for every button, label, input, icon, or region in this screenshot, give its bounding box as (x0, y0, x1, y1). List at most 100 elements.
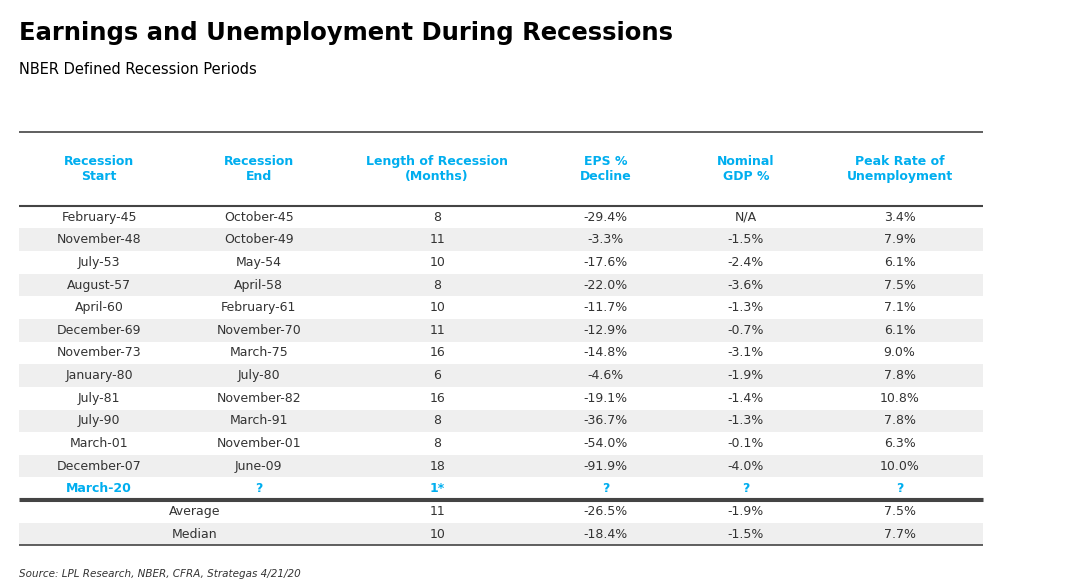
Text: June-09: June-09 (235, 460, 282, 473)
Text: -3.1%: -3.1% (728, 346, 764, 359)
Bar (19, 523, 983, 546)
Bar (19, 455, 983, 477)
Text: -26.5%: -26.5% (583, 505, 628, 518)
Text: 8: 8 (433, 211, 441, 223)
Text: -4.0%: -4.0% (728, 460, 764, 473)
Text: 7.5%: 7.5% (884, 279, 915, 292)
Text: February-61: February-61 (221, 301, 296, 314)
Text: -2.4%: -2.4% (728, 256, 764, 269)
Text: 11: 11 (429, 324, 445, 337)
Text: N/A: N/A (735, 211, 757, 223)
Text: 6: 6 (433, 369, 441, 382)
Text: July-90: July-90 (78, 415, 121, 427)
Bar (19, 319, 983, 342)
Text: -1.4%: -1.4% (728, 392, 764, 405)
Text: October-49: October-49 (224, 233, 293, 246)
Text: December-07: December-07 (57, 460, 141, 473)
Text: 7.5%: 7.5% (884, 505, 915, 518)
Text: 16: 16 (429, 346, 445, 359)
Text: ?: ? (896, 482, 903, 495)
Text: July-81: July-81 (78, 392, 121, 405)
Text: 10: 10 (429, 301, 445, 314)
Text: 11: 11 (429, 233, 445, 246)
Text: ?: ? (255, 482, 262, 495)
Text: -3.6%: -3.6% (728, 279, 764, 292)
Text: 10: 10 (429, 256, 445, 269)
Text: -22.0%: -22.0% (583, 279, 628, 292)
Text: -1.5%: -1.5% (728, 233, 764, 246)
Text: EPS %
Decline: EPS % Decline (580, 155, 632, 183)
Text: October-45: October-45 (224, 211, 293, 223)
Text: December-69: December-69 (57, 324, 141, 337)
Text: -36.7%: -36.7% (583, 415, 628, 427)
Text: 7.1%: 7.1% (884, 301, 915, 314)
Text: March-75: March-75 (230, 346, 288, 359)
Text: 16: 16 (429, 392, 445, 405)
Text: -0.1%: -0.1% (728, 437, 764, 450)
Text: April-60: April-60 (74, 301, 124, 314)
Text: 3.4%: 3.4% (884, 211, 915, 223)
Text: ?: ? (743, 482, 749, 495)
Text: 10: 10 (429, 527, 445, 540)
Text: July-53: July-53 (78, 256, 121, 269)
Text: 8: 8 (433, 279, 441, 292)
Text: -12.9%: -12.9% (584, 324, 627, 337)
Text: 10.0%: 10.0% (880, 460, 920, 473)
Bar (19, 274, 983, 296)
Text: 7.9%: 7.9% (884, 233, 915, 246)
Text: ?: ? (603, 482, 609, 495)
Text: -91.9%: -91.9% (584, 460, 627, 473)
Text: 10.8%: 10.8% (880, 392, 920, 405)
Text: Earnings and Unemployment During Recessions: Earnings and Unemployment During Recessi… (19, 21, 674, 45)
Text: 9.0%: 9.0% (884, 346, 915, 359)
Text: March-01: March-01 (70, 437, 128, 450)
Text: November-48: November-48 (57, 233, 141, 246)
Text: -18.4%: -18.4% (583, 527, 628, 540)
Text: 7.8%: 7.8% (884, 415, 915, 427)
Text: -11.7%: -11.7% (583, 301, 628, 314)
Text: March-20: March-20 (66, 482, 133, 495)
Text: -1.3%: -1.3% (728, 415, 764, 427)
Text: -17.6%: -17.6% (583, 256, 628, 269)
Text: -1.3%: -1.3% (728, 301, 764, 314)
Text: November-82: November-82 (217, 392, 301, 405)
Text: 8: 8 (433, 437, 441, 450)
Text: February-45: February-45 (61, 211, 137, 223)
Text: August-57: August-57 (67, 279, 132, 292)
Text: Length of Recession
(Months): Length of Recession (Months) (367, 155, 508, 183)
Text: Source: LPL Research, NBER, CFRA, Strategas 4/21/20: Source: LPL Research, NBER, CFRA, Strate… (19, 569, 301, 579)
Text: -1.5%: -1.5% (728, 527, 764, 540)
Text: 8: 8 (433, 415, 441, 427)
Text: 7.8%: 7.8% (884, 369, 915, 382)
Text: March-91: March-91 (230, 415, 288, 427)
Text: 6.1%: 6.1% (884, 324, 915, 337)
Bar (19, 228, 983, 251)
Text: -4.6%: -4.6% (588, 369, 624, 382)
Text: November-73: November-73 (57, 346, 141, 359)
Text: 1*: 1* (429, 482, 445, 495)
Text: -3.3%: -3.3% (588, 233, 624, 246)
Text: -14.8%: -14.8% (583, 346, 628, 359)
Text: April-58: April-58 (234, 279, 284, 292)
Text: -1.9%: -1.9% (728, 505, 764, 518)
Bar (19, 365, 983, 387)
Text: July-80: July-80 (237, 369, 280, 382)
Text: Peak Rate of
Unemployment: Peak Rate of Unemployment (846, 155, 953, 183)
Text: 18: 18 (429, 460, 445, 473)
Text: 11: 11 (429, 505, 445, 518)
Text: -29.4%: -29.4% (584, 211, 627, 223)
Text: -19.1%: -19.1% (584, 392, 627, 405)
Text: NBER Defined Recession Periods: NBER Defined Recession Periods (19, 62, 258, 77)
Text: Median: Median (172, 527, 218, 540)
Text: Recession
Start: Recession Start (64, 155, 135, 183)
Text: January-80: January-80 (66, 369, 133, 382)
Text: -54.0%: -54.0% (583, 437, 628, 450)
Text: Average: Average (169, 505, 221, 518)
Bar (19, 409, 983, 432)
Text: November-70: November-70 (217, 324, 301, 337)
Text: 7.7%: 7.7% (884, 527, 915, 540)
Text: May-54: May-54 (236, 256, 281, 269)
Text: -0.7%: -0.7% (728, 324, 764, 337)
Text: -1.9%: -1.9% (728, 369, 764, 382)
Text: Recession
End: Recession End (223, 155, 294, 183)
